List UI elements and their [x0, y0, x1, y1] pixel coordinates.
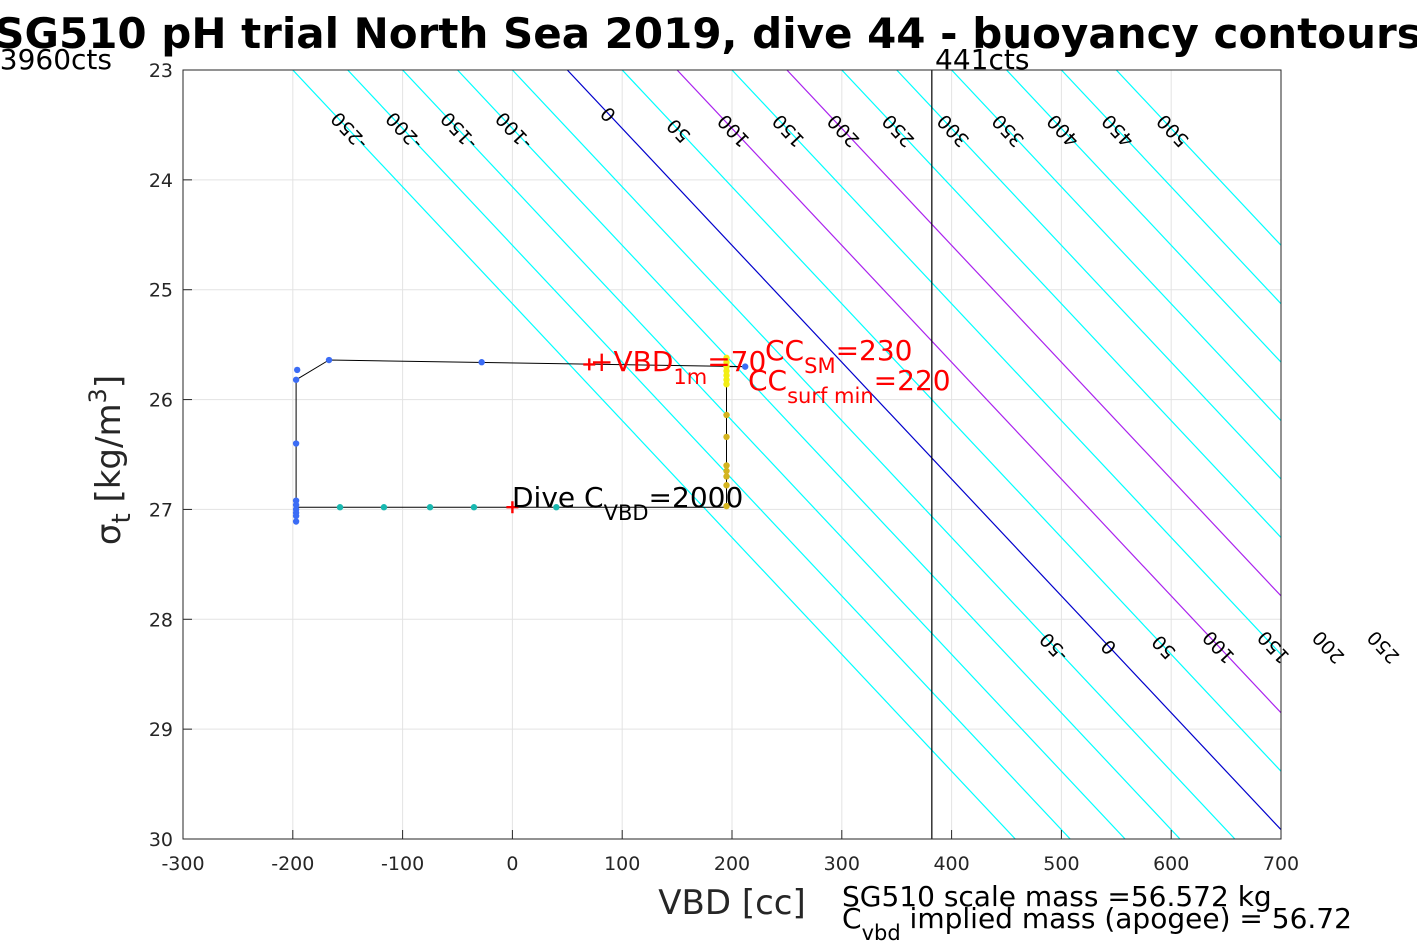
data-point: [553, 504, 560, 511]
red-plus-marker: [583, 358, 596, 371]
contour-line: [566, 70, 1281, 831]
contour-label: 250: [1363, 626, 1404, 667]
cc-sm-annotation: CCSM=230: [765, 334, 912, 378]
data-point: [723, 354, 730, 362]
x-tick-label: -300: [161, 853, 204, 875]
scale-mass-note: SG510 scale mass =56.572 kg: [842, 880, 1272, 913]
contour-line: [676, 70, 1281, 714]
data-point: [723, 363, 730, 370]
x-tick-label: 400: [933, 853, 969, 875]
chart-title: SG510 pH trial North Sea 2019, dive 44 -…: [0, 9, 1417, 58]
contour-line: [621, 70, 1281, 773]
y-tick-label: 26: [149, 390, 173, 412]
buoyancy-contours: [292, 70, 1281, 839]
data-point: [292, 518, 300, 525]
y-tick-label: 28: [149, 609, 173, 631]
data-point: [292, 376, 300, 383]
data-point: [723, 359, 730, 366]
x-tick-label: -200: [271, 853, 314, 875]
y-tick-label: 30: [149, 829, 173, 851]
data-point: [292, 497, 300, 504]
dive-cvbd-annotation: Dive CVBD=2000: [512, 481, 743, 525]
x-tick-label: 700: [1263, 853, 1299, 875]
data-point: [723, 433, 730, 441]
data-point: [292, 512, 300, 520]
data-point: [478, 359, 485, 366]
data-point: [292, 440, 300, 447]
data-point: [380, 504, 388, 511]
data-point: [293, 366, 301, 374]
axis-ticks: -300 -200 -100 0 100 200 300 400 500 600 700 23 24 25…: [149, 60, 1299, 875]
y-tick-label: 29: [149, 719, 173, 741]
contour-line: [951, 70, 1281, 422]
data-point: [723, 502, 730, 510]
x-tick-label: 300: [824, 853, 860, 875]
corner-label-left: 3960cts: [0, 43, 112, 76]
contour-line: [402, 70, 1126, 839]
x-tick-label: -100: [381, 853, 424, 875]
data-point: [336, 504, 344, 511]
x-tick-label: 500: [1043, 853, 1079, 875]
contour-line: [731, 70, 1281, 656]
contour-line: [841, 70, 1281, 539]
data-point: [723, 380, 730, 388]
corner-label-right: 441cts: [935, 43, 1029, 76]
data-points: [292, 354, 749, 525]
data-point: [723, 462, 730, 469]
data-point: [426, 504, 434, 511]
data-point: [723, 372, 730, 379]
implied-mass-note: Cvbd implied mass (apogee) = 56.72: [842, 902, 1352, 945]
contour-line: [457, 70, 1181, 839]
contour-line: [896, 70, 1281, 480]
x-tick-label: 200: [714, 853, 750, 875]
contour-line: [1060, 70, 1281, 305]
data-point: [723, 482, 730, 489]
data-point: [723, 473, 730, 480]
y-tick-label: 25: [149, 280, 173, 302]
data-point: [723, 411, 730, 419]
data-point: [470, 504, 478, 511]
contour-label: 200: [1308, 626, 1349, 667]
data-point: [723, 367, 730, 375]
x-tick-label: 600: [1153, 853, 1189, 875]
data-point: [325, 356, 333, 364]
red-plus-marker: [506, 501, 519, 514]
contour-line: [292, 70, 1016, 839]
contour-line: [786, 70, 1281, 597]
y-tick-label: 24: [149, 170, 173, 192]
contour-line: [347, 70, 1071, 839]
contour-line: [511, 70, 1236, 839]
red-markers: [506, 358, 596, 514]
y-axis-label: σt [kg/m3]: [84, 375, 137, 545]
x-tick-label: 100: [604, 853, 640, 875]
data-point: [723, 467, 730, 475]
contour-line: [1006, 70, 1281, 364]
data-point: [723, 376, 730, 383]
x-axis-label: VBD [cc]: [658, 883, 806, 923]
vbd-1m-annotation: +VBD1m=70: [590, 345, 766, 389]
contour-line: [1115, 70, 1281, 247]
data-point: [741, 363, 749, 370]
cc-surf-min-annotation: CCsurf min=220: [748, 364, 951, 408]
y-tick-label: 23: [149, 60, 173, 82]
data-point: [292, 501, 300, 509]
y-tick-label: 27: [149, 499, 173, 521]
x-tick-label: 0: [506, 853, 518, 875]
